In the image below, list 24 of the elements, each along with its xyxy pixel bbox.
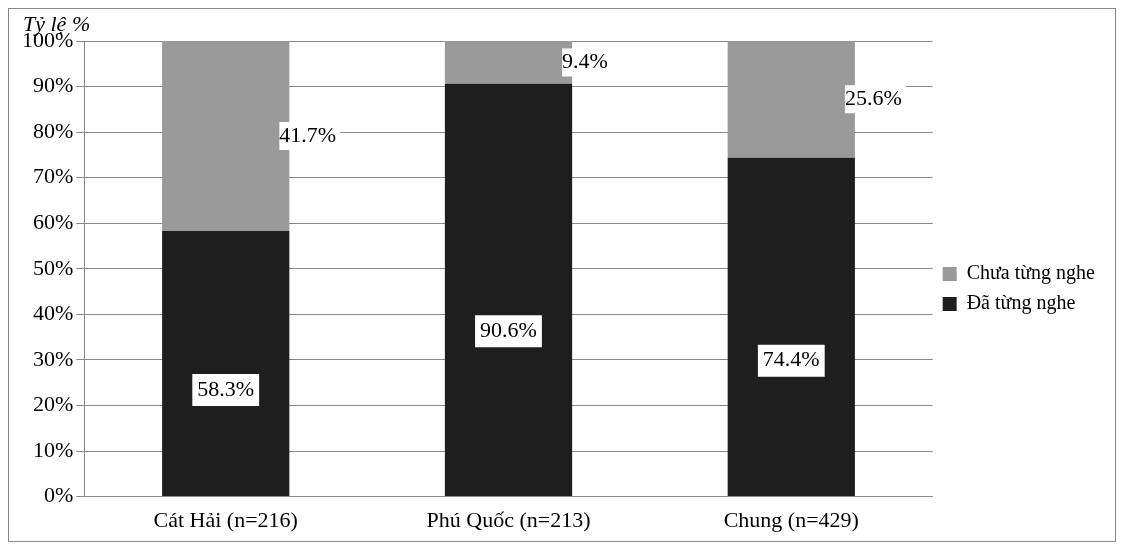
x-tick-label: Chung (n=429) [723,506,859,532]
x-tick-label: Phú Quốc (n=213) [426,506,591,532]
y-tick-label: 50% [33,254,74,280]
y-tick-label: 10% [33,436,74,462]
data-label: 9.4% [562,48,608,74]
data-label: 90.6% [480,316,537,342]
legend-label: Đã từng nghe [966,291,1076,315]
y-tick-label: 20% [33,391,74,417]
y-tick-label: 90% [33,72,74,98]
data-label: 74.4% [762,346,820,372]
data-label: 58.3% [197,375,255,401]
legend-label: Chưa từng nghe [966,261,1096,285]
y-tick-label: 70% [33,163,74,189]
y-tick-label: 0% [44,482,74,508]
y-tick-label: 30% [33,345,74,371]
y-tick-label: 80% [33,117,74,143]
data-label: 41.7% [279,121,337,147]
y-tick-label: 60% [33,209,74,235]
data-label: 25.6% [844,85,902,111]
bar [727,157,855,497]
bar [444,83,573,497]
bar [162,230,290,497]
x-tick-label: Cát Hải (n=216) [153,506,298,532]
y-tick-label: 40% [33,300,74,326]
